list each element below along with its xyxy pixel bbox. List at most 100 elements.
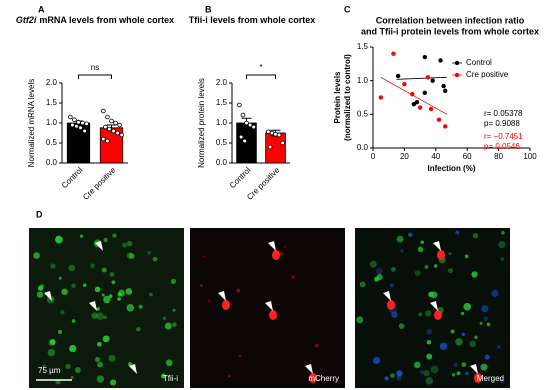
cell (101, 293, 105, 297)
y-tick-label: 1.0 (216, 118, 228, 127)
cell (110, 379, 117, 386)
cell (426, 328, 432, 335)
legend-marker (454, 72, 460, 78)
data-point (109, 118, 114, 124)
cell (33, 252, 40, 259)
cell (108, 294, 113, 298)
cell (128, 253, 135, 259)
data-point (402, 81, 407, 87)
panel-letter: C (344, 4, 351, 14)
cell (486, 322, 491, 327)
data-point (425, 75, 431, 80)
data-point (82, 128, 87, 134)
cell (384, 376, 389, 381)
title-text: Tfii-i levels from whole cortex (189, 15, 316, 25)
cell (433, 264, 438, 268)
chart-title: Gtf2i mRNA levels from whole cortex (16, 15, 174, 25)
data-point (237, 102, 242, 108)
cell (55, 235, 63, 244)
cell (172, 308, 176, 312)
cell (90, 263, 95, 269)
cell (463, 302, 472, 311)
red-cell (437, 250, 445, 260)
data-point (395, 73, 401, 79)
cell (500, 257, 505, 261)
data-point (70, 122, 75, 128)
arrowhead (383, 291, 391, 301)
red-cell (309, 373, 317, 383)
cell (420, 240, 424, 244)
data-point (436, 117, 442, 122)
x-axis-label: Infection (%) (428, 164, 476, 173)
cell (152, 256, 158, 262)
cell (500, 379, 505, 384)
cell (165, 359, 173, 367)
cell (484, 354, 490, 360)
cell (420, 370, 425, 374)
y-tick-label: 1.0 (357, 76, 369, 85)
cell (238, 354, 242, 358)
data-point (430, 78, 435, 83)
cell (430, 365, 439, 374)
scale-bar-label: 75 µm (38, 366, 61, 375)
cell (423, 369, 430, 377)
cell (126, 252, 134, 259)
cell (147, 250, 152, 255)
stat-label: r= −0.7451 (484, 132, 523, 141)
cell (230, 303, 233, 305)
cell (160, 373, 166, 379)
cell (461, 332, 466, 337)
cell (170, 278, 177, 284)
data-point (238, 134, 244, 140)
cell (480, 363, 488, 371)
cell (472, 233, 479, 239)
data-point (267, 144, 273, 150)
cell (117, 297, 121, 301)
data-point (411, 102, 417, 107)
cell (109, 272, 115, 277)
y-tick-label: 0.0 (357, 143, 369, 152)
cell (439, 342, 448, 351)
x-tick-label: Control (60, 165, 85, 190)
cell (424, 264, 429, 270)
x-tick-label: 40 (431, 152, 440, 161)
red-cell (387, 300, 395, 310)
cell (501, 231, 505, 235)
cell (57, 329, 63, 335)
chart-title: Tfii-i levels from whole cortex (189, 15, 316, 25)
data-point (242, 138, 248, 144)
cell (461, 362, 467, 367)
y-axis-label: Protein levels (333, 71, 342, 124)
data-point (119, 132, 124, 138)
legend-label: Cre positive (466, 70, 509, 79)
legend-label: Control (466, 58, 492, 67)
cell (50, 263, 56, 269)
y-tick-label: 0.0 (216, 158, 228, 167)
cell (138, 304, 143, 309)
cell (464, 254, 469, 259)
cell (279, 252, 284, 256)
arrowhead (218, 291, 226, 301)
panel-letter: D (36, 209, 43, 219)
fit-line (380, 76, 447, 115)
chart-title: Correlation between infection ratio (376, 15, 525, 25)
cell (451, 373, 456, 377)
cell (425, 310, 432, 317)
cell (42, 364, 47, 368)
y-tick-label: 1.5 (46, 98, 58, 107)
y-axis-label: Normalized mRNA levels (27, 79, 36, 167)
y-tick-label: 0.5 (357, 109, 369, 118)
cell (448, 252, 452, 256)
bar (66, 122, 91, 164)
data-point (422, 90, 428, 95)
cell (498, 241, 506, 249)
arrowhead (89, 301, 97, 311)
data-point (105, 138, 110, 144)
cell (108, 354, 116, 362)
cell (122, 242, 128, 248)
arrowhead (433, 241, 441, 251)
cell (356, 316, 364, 324)
cell (391, 311, 398, 318)
cell (103, 315, 107, 320)
cell (126, 304, 135, 312)
